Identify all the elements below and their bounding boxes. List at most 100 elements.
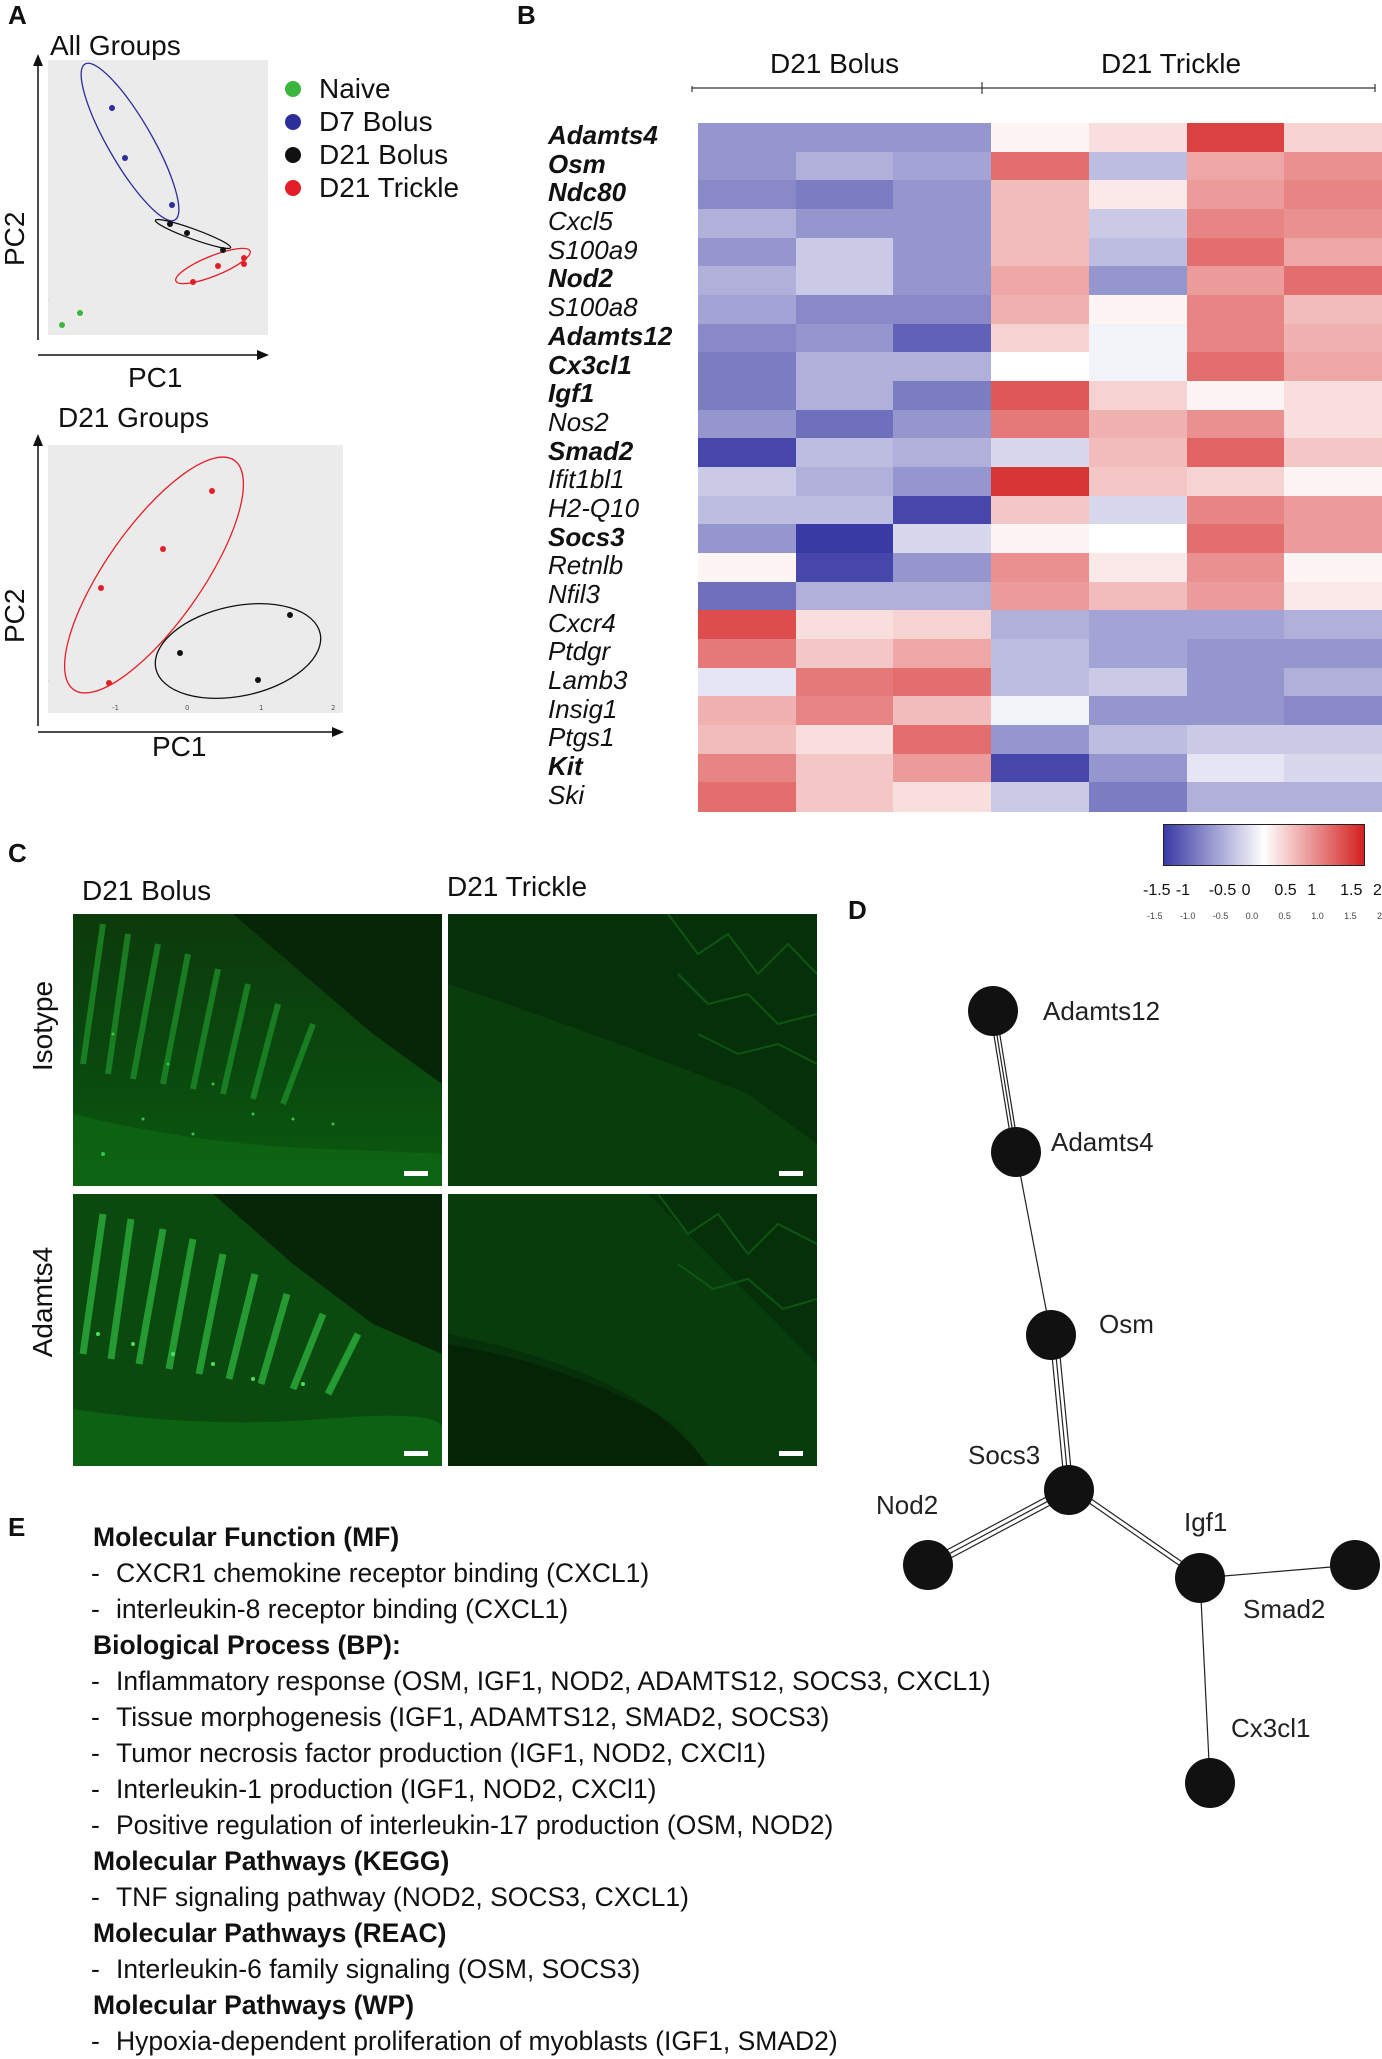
micrograph-bolus-adamts4: [73, 1194, 442, 1466]
legend-item-naive: Naive: [285, 72, 459, 105]
network-node-smad2: [1330, 1540, 1380, 1590]
heatmap-cell: [1089, 725, 1187, 754]
heatmap-cell: [1089, 438, 1187, 467]
heatmap-cell: [893, 180, 991, 209]
go-section-heading: Molecular Pathways (WP): [93, 1987, 991, 2023]
heatmap-gene-label: Ndc80: [548, 178, 672, 207]
heatmap-cell: [698, 180, 796, 209]
heatmap-cell: [1284, 438, 1382, 467]
micro-col-label-trickle: D21 Trickle: [447, 871, 587, 903]
heatmap-cell: [991, 668, 1089, 697]
colorbar-tick-sublabel: 0.0: [1246, 911, 1259, 921]
heatmap-cell: [796, 754, 894, 783]
pca-legend: Naive D7 Bolus D21 Bolus D21 Trickle: [285, 72, 459, 204]
heatmap-cell: [698, 123, 796, 152]
heatmap-gene-label: S100a9: [548, 236, 672, 265]
heatmap-cell: [1187, 381, 1285, 410]
heatmap-cell: [1187, 496, 1285, 525]
heatmap-cell: [893, 639, 991, 668]
go-term-item: -CXCR1 chemokine receptor binding (CXCL1…: [69, 1555, 991, 1591]
go-line-text: Molecular Pathways (REAC): [93, 1918, 446, 1948]
heatmap-cell: [1089, 610, 1187, 639]
colorbar-tick-sublabel: 1.5: [1344, 911, 1357, 921]
heatmap-cell: [1089, 123, 1187, 152]
heatmap-gene-label: S100a8: [548, 293, 672, 322]
heatmap-cell: [1284, 123, 1382, 152]
colorbar-tick-sublabel: -1.0: [1180, 911, 1196, 921]
go-term-item: -Tissue morphogenesis (IGF1, ADAMTS12, S…: [69, 1699, 991, 1735]
heatmap-cell: [991, 725, 1089, 754]
heatmap-cell: [796, 238, 894, 267]
heatmap-cell: [698, 524, 796, 553]
heatmap-cell: [698, 438, 796, 467]
heatmap-cell: [893, 696, 991, 725]
heatmap-cell: [991, 152, 1089, 181]
heatmap-cell: [1089, 238, 1187, 267]
heatmap-cell: [796, 639, 894, 668]
heatmap-cell: [698, 639, 796, 668]
bullet-dash: -: [69, 1771, 116, 1807]
pca-top-xlabel: PC1: [128, 362, 182, 394]
network-node-adamts12: [968, 986, 1018, 1036]
heatmap-gene-label: Cxcr4: [548, 609, 672, 638]
heatmap-cell: [1089, 668, 1187, 697]
heatmap-group-brackets: [690, 80, 1380, 96]
heatmap-cell: [698, 209, 796, 238]
heatmap-cell: [893, 668, 991, 697]
heatmap-cell: [893, 352, 991, 381]
heatmap-cell: [1284, 582, 1382, 611]
heatmap-cell: [1187, 725, 1285, 754]
heatmap-cell: [893, 266, 991, 295]
go-line-text: Interleukin-1 production (IGF1, NOD2, CX…: [116, 1774, 657, 1804]
heatmap-cell: [698, 324, 796, 353]
heatmap-cell: [1284, 209, 1382, 238]
pca-bottom-ylabel: PC2: [0, 612, 30, 644]
heatmap-cell: [1284, 352, 1382, 381]
legend-item-d7-bolus: D7 Bolus: [285, 105, 459, 138]
network-node-socs3: [1044, 1465, 1094, 1515]
pca-bottom-axes: [24, 430, 354, 750]
heatmap-cell: [893, 782, 991, 811]
go-line-text: Tumor necrosis factor production (IGF1, …: [116, 1738, 766, 1768]
go-line-text: TNF signaling pathway (NOD2, SOCS3, CXCL…: [116, 1882, 689, 1912]
heatmap-cell: [796, 209, 894, 238]
heatmap-cell: [1284, 467, 1382, 496]
heatmap-cell: [1187, 238, 1285, 267]
heatmap-cell: [796, 553, 894, 582]
heatmap-cell: [1284, 610, 1382, 639]
heatmap-cell: [1284, 725, 1382, 754]
heatmap-group-label-bolus: D21 Bolus: [770, 48, 899, 80]
colorbar-tick-label: 0.5: [1274, 882, 1296, 900]
heatmap-cell: [1187, 582, 1285, 611]
colorbar-tick-sublabel: -0.5: [1213, 911, 1229, 921]
bullet-dash: -: [69, 1591, 116, 1627]
heatmap-cell: [991, 467, 1089, 496]
heatmap-cell: [991, 639, 1089, 668]
heatmap-cell: [893, 582, 991, 611]
micro-row-label-isotype: Isotype: [28, 1010, 58, 1042]
heatmap-cell: [1187, 553, 1285, 582]
bullet-dash: -: [69, 1951, 116, 1987]
heatmap-cell: [1187, 152, 1285, 181]
go-term-item: -Interleukin-1 production (IGF1, NOD2, C…: [69, 1771, 991, 1807]
heatmap-cell: [698, 582, 796, 611]
network-node-adamts4: [991, 1127, 1041, 1177]
heatmap-cell: [1187, 639, 1285, 668]
legend-dot-icon: [285, 147, 301, 163]
go-term-item: -Interleukin-6 family signaling (OSM, SO…: [69, 1951, 991, 1987]
heatmap-cell: [1284, 668, 1382, 697]
heatmap-cell: [1187, 266, 1285, 295]
heatmap-cell: [1187, 524, 1285, 553]
heatmap-cell: [698, 295, 796, 324]
heatmap-cell: [1187, 209, 1285, 238]
heatmap-cell: [1089, 410, 1187, 439]
legend-dot-icon: [285, 180, 301, 196]
heatmap-gene-label: Osm: [548, 150, 672, 179]
heatmap-cell: [796, 352, 894, 381]
heatmap-cell: [1187, 754, 1285, 783]
heatmap-cell: [1284, 381, 1382, 410]
heatmap-cell: [893, 438, 991, 467]
heatmap-cell: [796, 123, 894, 152]
heatmap-cell: [1284, 324, 1382, 353]
heatmap-cell: [991, 496, 1089, 525]
